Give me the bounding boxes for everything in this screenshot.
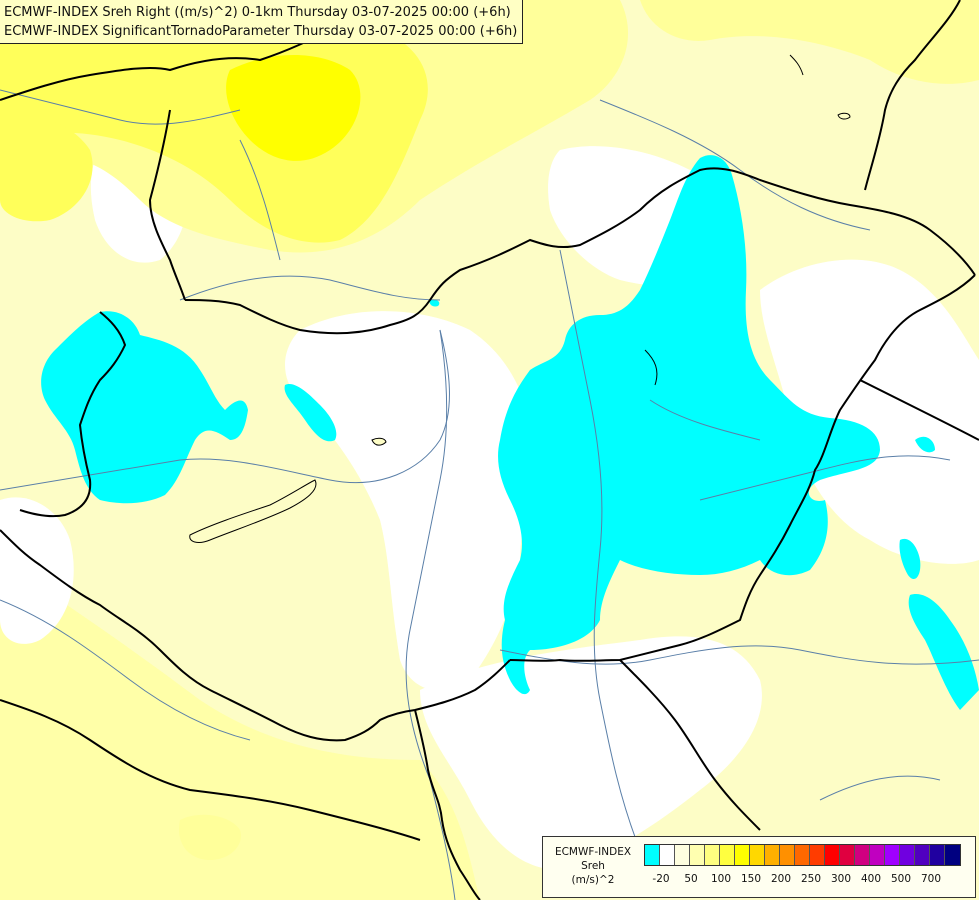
sreh-field-white-west: [0, 497, 74, 644]
legend-swatch: [735, 845, 750, 865]
lake-small-4: [644, 349, 658, 386]
sreh-field-bright-yellow-core: [226, 55, 361, 161]
sreh-field-light-yellow-ne: [640, 0, 979, 84]
title-line-stp: ECMWF-INDEX SignificantTornadoParameter …: [4, 24, 518, 39]
sreh-field-cyan-small: [429, 299, 440, 307]
sreh-field-yellow-patch-nw: [0, 116, 93, 222]
map-title-box: ECMWF-INDEX Sreh Right ((m/s)^2) 0-1km T…: [0, 0, 524, 44]
sreh-field-cyan-finger: [284, 384, 337, 442]
legend-tick-label: 500: [890, 873, 912, 885]
legend-label: ECMWF-INDEX Sreh (m/s)^2: [549, 845, 637, 887]
legend-tick-label: -20: [652, 873, 670, 885]
legend-swatch: [645, 845, 660, 865]
legend-label-unit: (m/s)^2: [571, 874, 615, 886]
legend-swatch: [765, 845, 780, 865]
lake-balaton: [189, 479, 317, 543]
legend-tick-labels: -20 50 100 150 200 250 300 400 500 700: [644, 873, 974, 887]
sreh-field-cyan-east-a: [899, 538, 921, 580]
legend-tick-label: 100: [710, 873, 732, 885]
sreh-field-yellow-sw: [0, 560, 480, 900]
legend-swatch: [840, 845, 855, 865]
sreh-field-cyan-main: [498, 155, 880, 695]
legend-swatch: [810, 845, 825, 865]
legend-tick-label: 50: [684, 873, 698, 885]
legend-tick-label: 400: [860, 873, 882, 885]
sreh-field-white-south: [420, 636, 762, 870]
title-line-sreh: ECMWF-INDEX Sreh Right ((m/s)^2) 0-1km T…: [4, 5, 511, 20]
lake-small-3: [789, 54, 804, 76]
legend-color-bar: [644, 844, 961, 866]
legend-swatch: [795, 845, 810, 865]
legend-swatch: [930, 845, 945, 865]
legend-swatch: [780, 845, 795, 865]
legend-swatch: [825, 845, 840, 865]
legend-tick-label: 200: [770, 873, 792, 885]
legend-tick-label: 300: [830, 873, 852, 885]
legend-swatch: [870, 845, 885, 865]
lake-small-1: [371, 437, 387, 446]
sreh-field-cyan-east-b: [908, 594, 979, 710]
legend-swatch: [855, 845, 870, 865]
legend-swatch: [720, 845, 735, 865]
legend-swatch: [675, 845, 690, 865]
legend-label-source: ECMWF-INDEX: [554, 846, 632, 858]
legend-swatch: [690, 845, 705, 865]
legend-swatch: [750, 845, 765, 865]
color-legend: ECMWF-INDEX Sreh (m/s)^2 -20 50 100 150 200 2…: [542, 836, 976, 898]
legend-swatch: [945, 845, 960, 865]
legend-tick-label: 700: [920, 873, 942, 885]
sreh-field-white-east: [760, 259, 979, 564]
sreh-field-cyan-west: [41, 311, 248, 504]
sreh-field-yellow-patch-s: [179, 814, 241, 860]
lake-small-2: [837, 112, 851, 120]
rivers: [0, 89, 979, 900]
legend-swatch: [915, 845, 930, 865]
legend-swatch: [885, 845, 900, 865]
legend-swatch: [660, 845, 675, 865]
sreh-field-white-center: [285, 311, 533, 691]
legend-label-parameter: Sreh: [581, 860, 605, 872]
legend-tick-label: 250: [800, 873, 822, 885]
legend-swatch: [705, 845, 720, 865]
sreh-field-cyan-east-c: [915, 436, 935, 453]
legend-swatch: [900, 845, 915, 865]
legend-tick-label: 150: [740, 873, 762, 885]
